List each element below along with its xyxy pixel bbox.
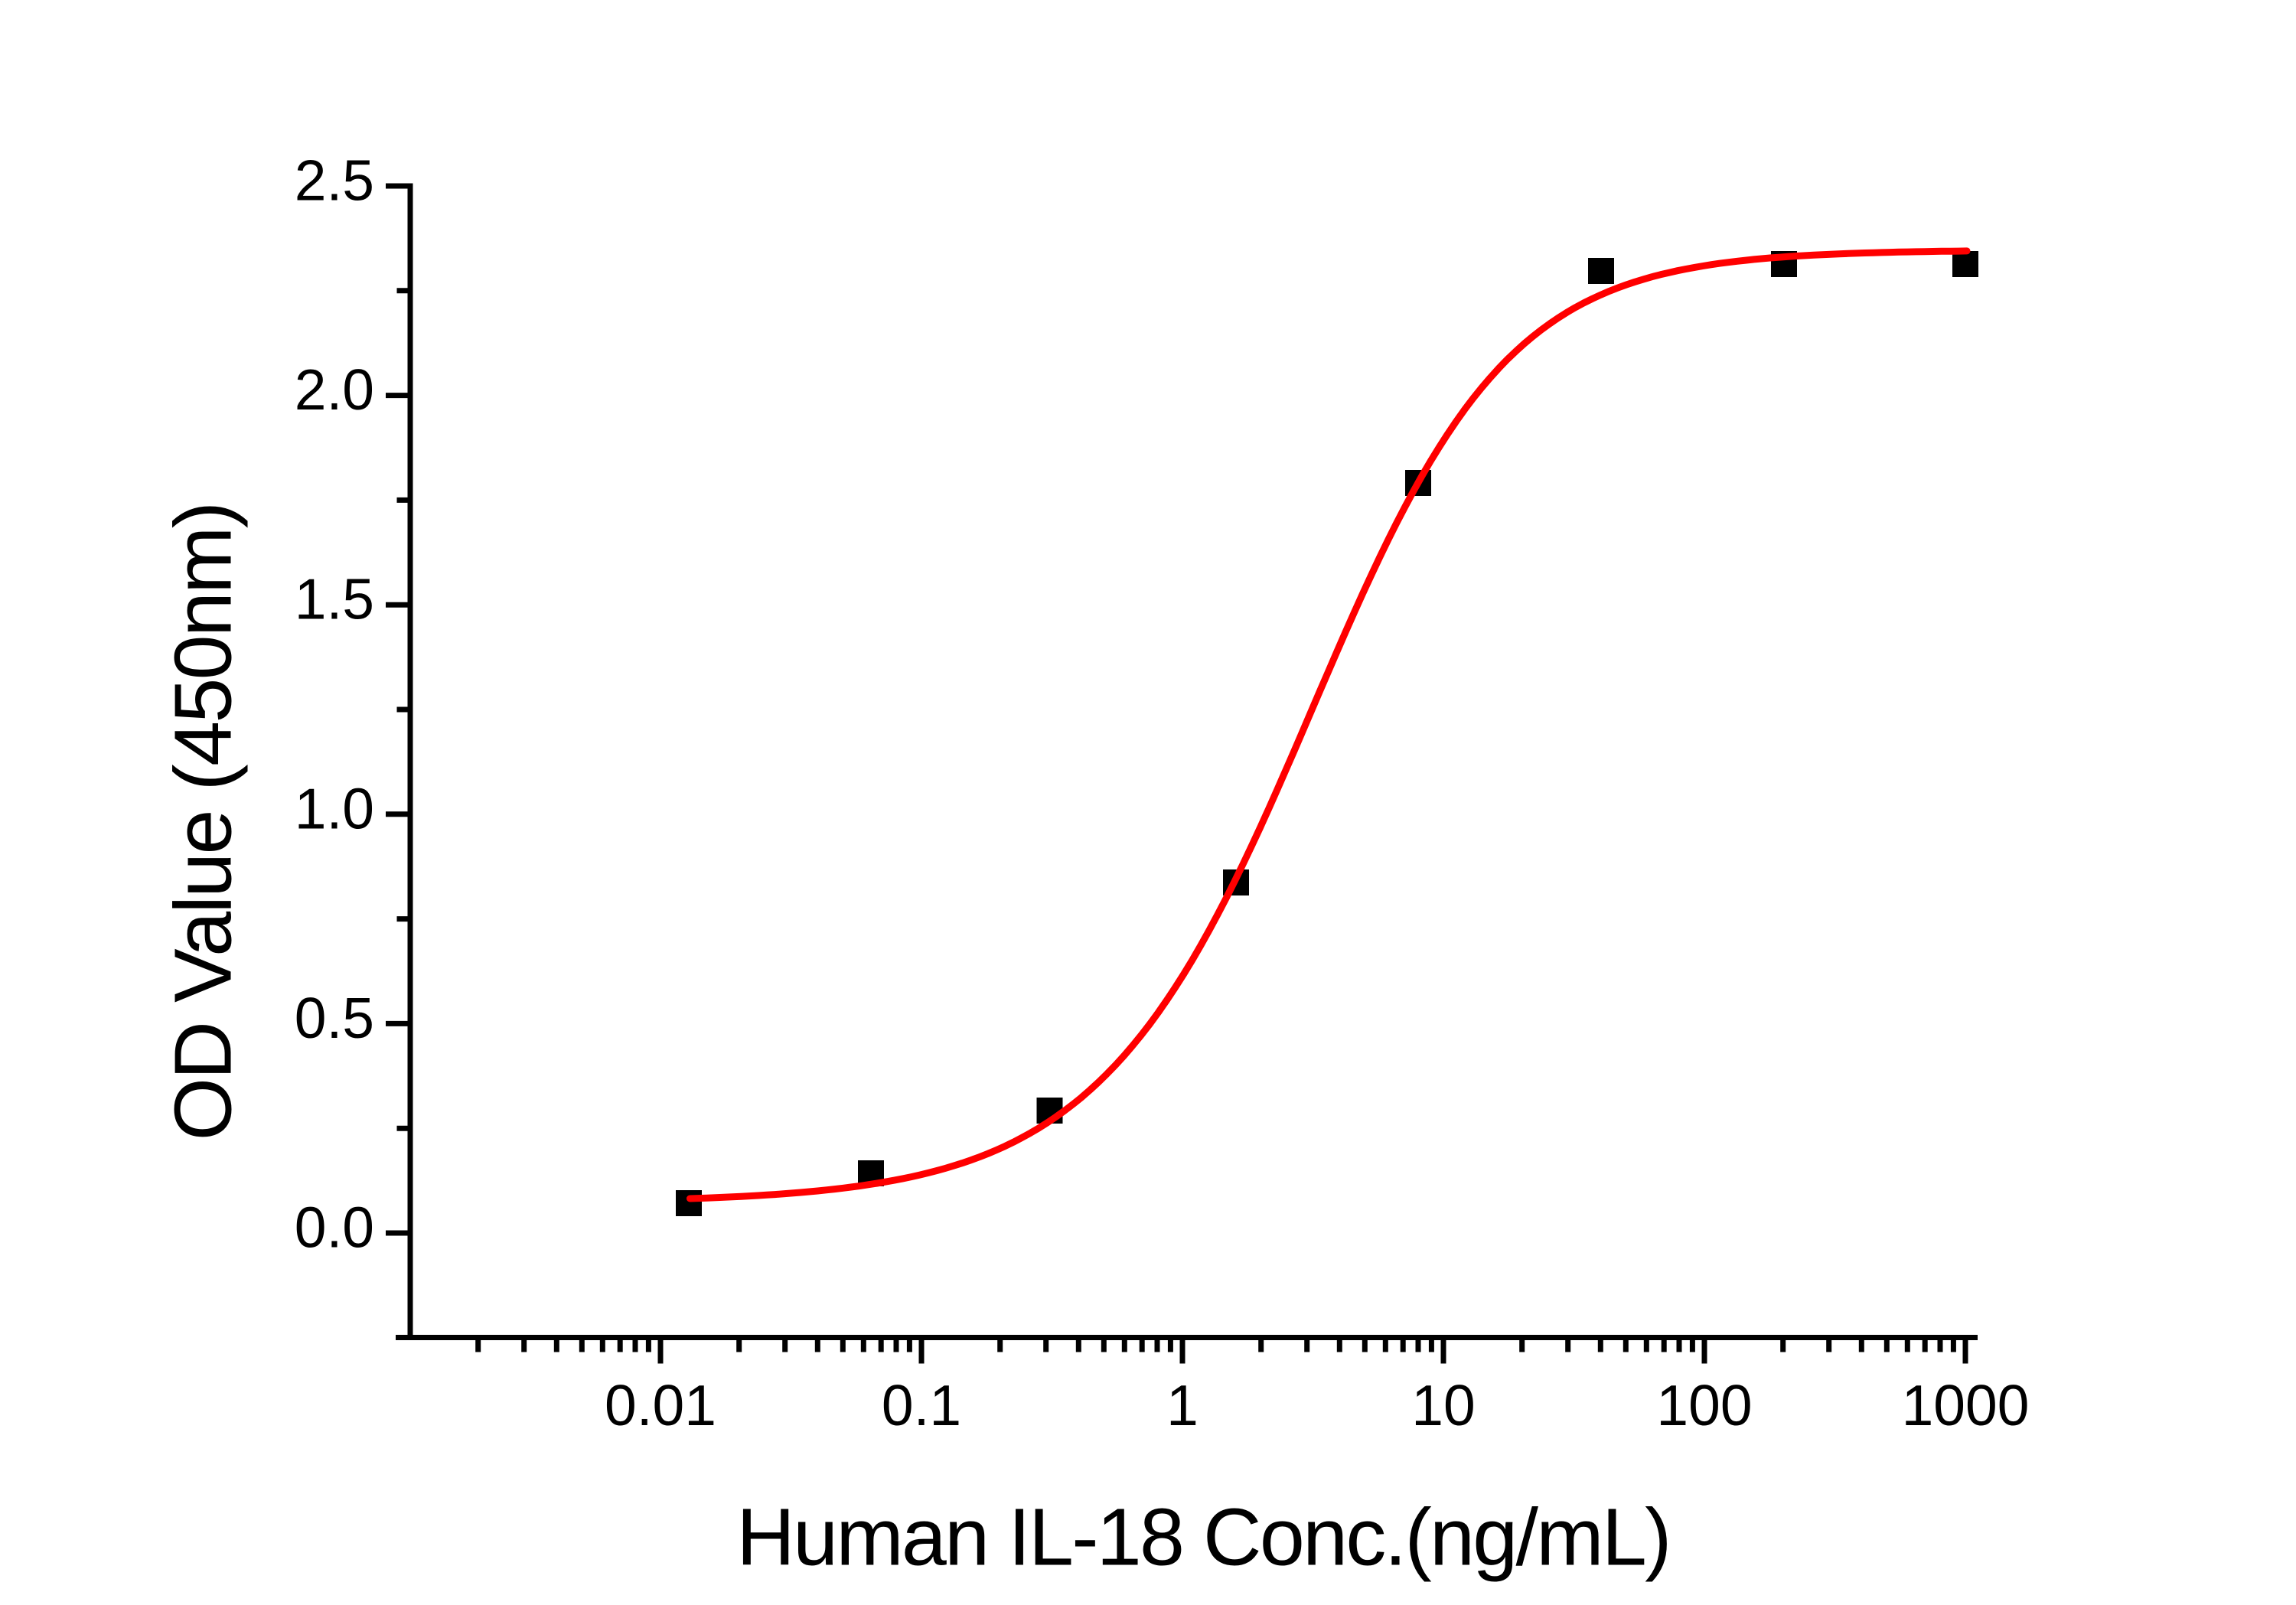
svg-text:1000: 1000	[1902, 1373, 2030, 1437]
svg-text:1.5: 1.5	[295, 567, 374, 631]
svg-text:100: 100	[1656, 1373, 1752, 1437]
svg-text:OD Value (450nm): OD Value (450nm)	[158, 504, 249, 1141]
svg-text:0.1: 0.1	[882, 1373, 961, 1437]
svg-text:2.5: 2.5	[295, 148, 374, 213]
svg-text:0.01: 0.01	[605, 1373, 716, 1437]
svg-text:1: 1	[1166, 1373, 1199, 1437]
svg-text:10: 10	[1411, 1373, 1475, 1437]
svg-text:0.0: 0.0	[295, 1196, 374, 1260]
svg-text:0.5: 0.5	[295, 986, 374, 1050]
svg-text:Human IL-18 Conc.(ng/mL): Human IL-18 Conc.(ng/mL)	[736, 1492, 1670, 1583]
svg-text:1.0: 1.0	[295, 776, 374, 840]
svg-text:2.0: 2.0	[295, 357, 374, 422]
